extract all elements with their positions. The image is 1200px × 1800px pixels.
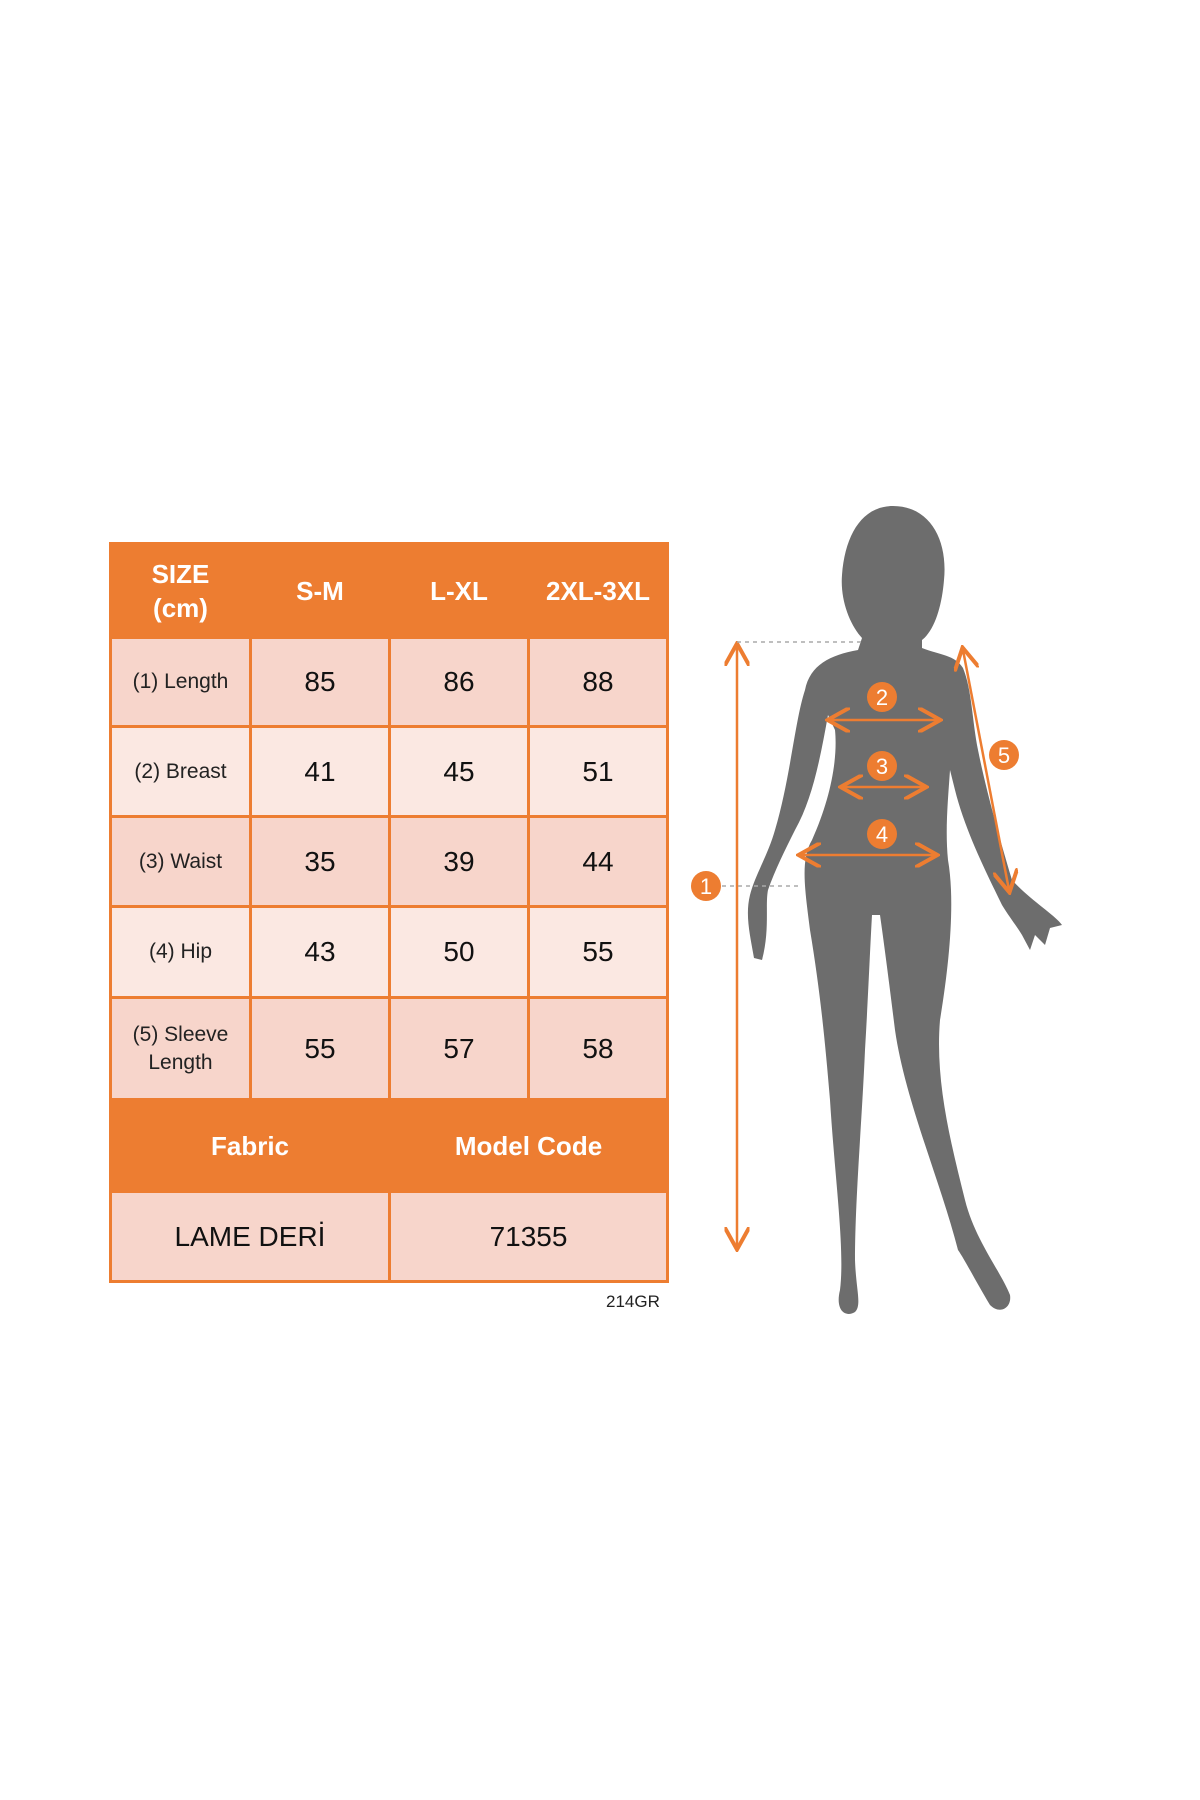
cell-value: 50 (388, 905, 530, 999)
size-column-header: 2XL-3XL (527, 542, 669, 639)
fabric-header: Fabric (109, 1098, 391, 1193)
cell-value: 45 (388, 725, 530, 818)
cell-value: 88 (527, 636, 669, 728)
sleeve-arrow (963, 650, 1009, 890)
svg-text:5: 5 (998, 743, 1010, 768)
unit-label: (cm) (153, 592, 208, 623)
marker-1-icon: 1 (691, 871, 721, 901)
measurement-markers: 1 2 3 4 5 (691, 682, 1019, 901)
cell-value: 55 (527, 905, 669, 999)
model-code-header: Model Code (388, 1098, 669, 1193)
table-header-row: SIZE (cm) S-M L-XL 2XL-3XL (109, 542, 669, 639)
marker-2-icon: 2 (867, 682, 897, 712)
row-label: (2) Breast (109, 725, 252, 818)
row-label-line: Length (148, 1050, 213, 1074)
table-row: (2) Breast 41 45 51 (109, 725, 669, 818)
row-label: (4) Hip (109, 905, 252, 999)
table-row: (3) Waist 35 39 44 (109, 815, 669, 908)
svg-text:2: 2 (876, 685, 888, 710)
size-chart-table: SIZE (cm) S-M L-XL 2XL-3XL (1) Length 85 … (109, 542, 669, 1283)
cell-value: 85 (249, 636, 391, 728)
svg-text:4: 4 (876, 822, 888, 847)
cell-value: 58 (527, 996, 669, 1101)
cell-value: 55 (249, 996, 391, 1101)
marker-4-icon: 4 (867, 819, 897, 849)
woman-silhouette-icon (747, 506, 1062, 1314)
cell-value: 41 (249, 725, 391, 818)
size-column-header: S-M (249, 542, 391, 639)
row-label: (3) Waist (109, 815, 252, 908)
cell-value: 51 (527, 725, 669, 818)
size-label: SIZE (151, 558, 210, 589)
row-label: (1) Length (109, 636, 252, 728)
table-row: (1) Length 85 86 88 (109, 636, 669, 728)
product-code-tag: 214GR (606, 1292, 660, 1311)
size-header: SIZE (cm) (109, 542, 252, 639)
marker-5-icon: 5 (989, 740, 1019, 770)
cell-value: 43 (249, 905, 391, 999)
guide-lines (722, 641, 862, 887)
cell-value: 86 (388, 636, 530, 728)
fabric-value: LAME DERİ (109, 1190, 391, 1283)
measurement-annotations (737, 646, 1009, 1247)
model-code-value: 71355 (388, 1190, 669, 1283)
marker-3-icon: 3 (867, 751, 897, 781)
size-column-header: L-XL (388, 542, 530, 639)
cell-value: 35 (249, 815, 391, 908)
cell-value: 39 (388, 815, 530, 908)
row-label-line: (5) Sleeve (132, 1022, 229, 1046)
footer-header-row: Fabric Model Code (109, 1098, 669, 1193)
row-label: (5) Sleeve Length (109, 996, 252, 1101)
svg-text:1: 1 (700, 874, 712, 899)
cell-value: 44 (527, 815, 669, 908)
footer-value-row: LAME DERİ 71355 (109, 1190, 669, 1283)
table-row: (4) Hip 43 50 55 (109, 905, 669, 999)
svg-text:3: 3 (876, 754, 888, 779)
table-row: (5) Sleeve Length 55 57 58 (109, 996, 669, 1101)
cell-value: 57 (388, 996, 530, 1101)
